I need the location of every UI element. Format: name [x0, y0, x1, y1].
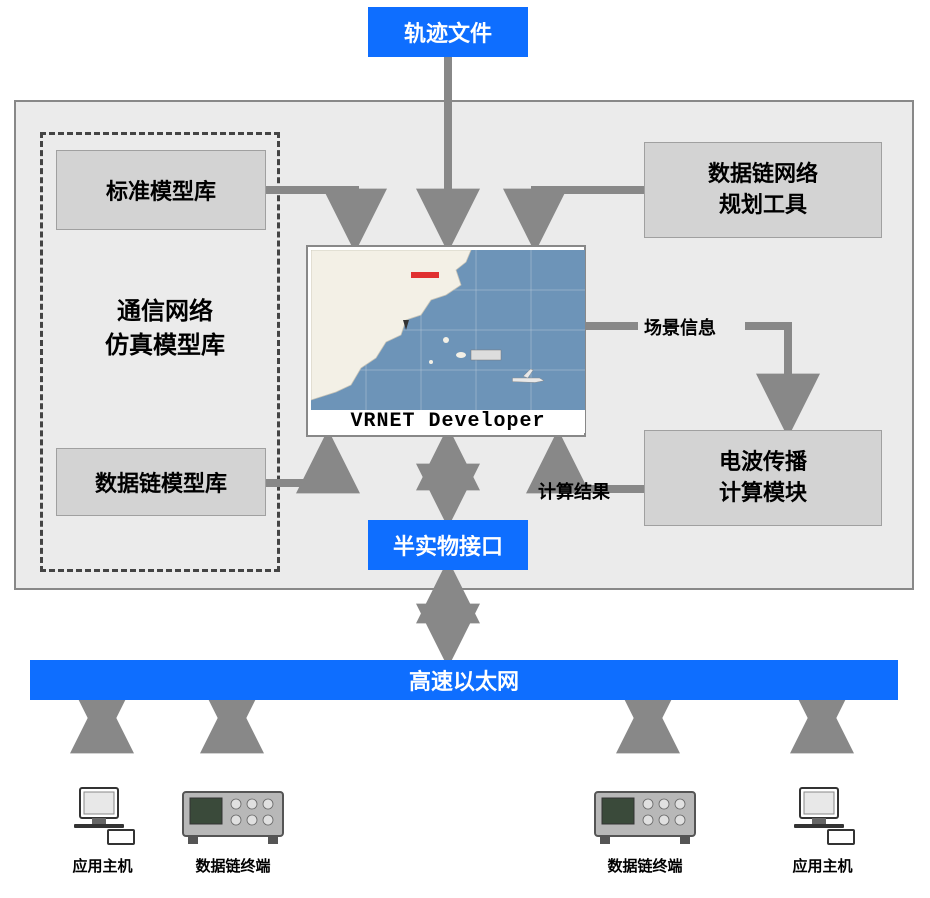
standard-model-library-label: 标准模型库	[106, 174, 216, 206]
trajectory-file-label: 轨迹文件	[404, 16, 492, 48]
system-diagram: 轨迹文件 标准模型库 通信网络 仿真模型库 数据链模型库 数据链网络 规划工具 …	[0, 0, 930, 898]
equipment-icon	[168, 780, 298, 850]
computer-icon	[60, 780, 145, 850]
equipment-icon	[580, 780, 710, 850]
app-host-right-label: 应用主机	[780, 855, 865, 876]
datalink-terminal-right-label: 数据链终端	[580, 855, 710, 876]
datalink-model-library-label: 数据链模型库	[95, 466, 227, 498]
app-host-left: 应用主机	[60, 780, 145, 876]
comm-network-sim-library-label: 通信网络 仿真模型库	[70, 295, 260, 362]
map-icon	[311, 250, 585, 410]
datalink-planning-tool-label: 数据链网络 规划工具	[708, 159, 818, 221]
radio-propagation-module-node: 电波传播 计算模块	[644, 430, 882, 526]
scene-info-label: 场景信息	[644, 314, 716, 340]
datalink-terminal-left-label: 数据链终端	[168, 855, 298, 876]
vrnet-developer-label: VRNET Developer	[311, 410, 585, 433]
radio-propagation-module-label: 电波传播 计算模块	[719, 447, 807, 509]
high-speed-ethernet-label: 高速以太网	[409, 664, 519, 696]
half-real-interface-label: 半实物接口	[393, 529, 503, 561]
datalink-planning-tool-node: 数据链网络 规划工具	[644, 142, 882, 238]
high-speed-ethernet-node: 高速以太网	[30, 660, 898, 700]
datalink-model-library-node: 数据链模型库	[56, 448, 266, 516]
trajectory-file-node: 轨迹文件	[368, 7, 528, 57]
app-host-left-label: 应用主机	[60, 855, 145, 876]
half-real-interface-node: 半实物接口	[368, 520, 528, 570]
datalink-terminal-left: 数据链终端	[168, 780, 298, 876]
app-host-right: 应用主机	[780, 780, 865, 876]
calc-result-label: 计算结果	[538, 478, 610, 504]
computer-icon	[780, 780, 865, 850]
datalink-terminal-right: 数据链终端	[580, 780, 710, 876]
vrnet-developer-node: VRNET Developer	[306, 245, 586, 437]
standard-model-library-node: 标准模型库	[56, 150, 266, 230]
